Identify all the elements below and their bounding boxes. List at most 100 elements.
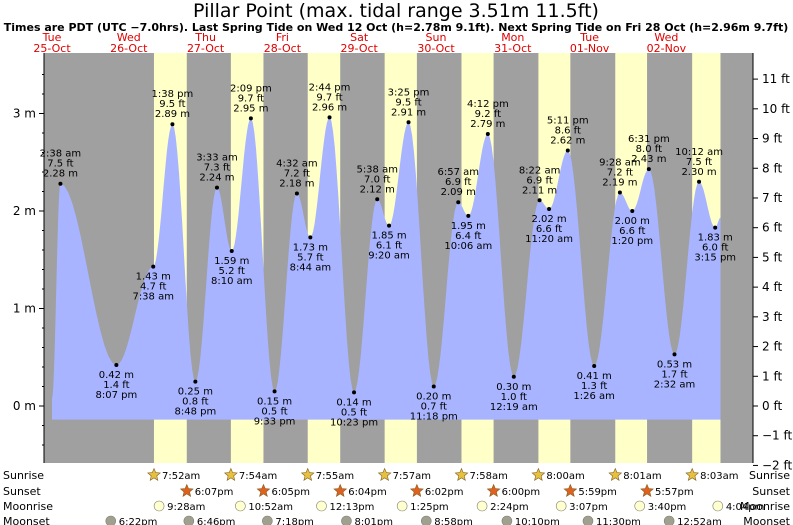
day-name-label: Sat: [350, 31, 369, 44]
high-tide-marker: 2:09 pm9.7 ft2.95 m: [230, 83, 272, 121]
extreme-time: 8:10 am: [211, 276, 253, 287]
moonset-icon: [501, 515, 513, 525]
moonrise-icon: [476, 500, 488, 512]
y-tick-label-ft: 1 ft: [762, 369, 782, 383]
extreme-height-ft: 9.7 ft: [238, 93, 264, 104]
extreme-point: [672, 352, 677, 357]
sunset-time: 6:00pm: [502, 487, 541, 498]
extreme-point: [646, 167, 651, 172]
row-label-right: Sunset: [752, 485, 790, 498]
extreme-time: 10:23 pm: [330, 417, 378, 428]
extreme-point: [511, 374, 516, 379]
chart-title: Pillar Point (max. tidal range 3.51m 11.…: [193, 0, 599, 22]
extreme-height-m: 2.18 m: [279, 178, 314, 189]
sunrise-icon: [608, 467, 623, 481]
extreme-time: 8:48 pm: [174, 407, 216, 418]
extreme-time: 2:09 pm: [230, 83, 272, 94]
extreme-point: [565, 148, 570, 153]
extreme-height-m: 2.79 m: [470, 119, 505, 130]
moonrise-icon: [316, 500, 327, 512]
moonrise-time: 3:07pm: [569, 502, 608, 513]
tide-extremes: 2:38 am7.5 ft2.28 m0.42 m1.4 ft8:07 pm1.…: [40, 82, 736, 428]
moonset-time: 8:58pm: [434, 517, 473, 525]
low-tide-marker: 1.59 m5.2 ft8:10 am: [211, 248, 253, 287]
day-date-label: 26-Oct: [110, 42, 148, 55]
extreme-time: 5:38 am: [356, 164, 398, 175]
sunrise-icon: [531, 467, 546, 481]
extreme-height-m: 0.20 m: [416, 392, 451, 403]
extreme-height-ft: 0.7 ft: [421, 402, 447, 413]
y-tick-label-ft: 8 ft: [762, 161, 782, 175]
extreme-time: 1:38 pm: [152, 89, 194, 100]
day-name-label: Wed: [654, 31, 678, 44]
extreme-point: [387, 223, 392, 228]
extreme-height-ft: 7.2 ft: [284, 168, 310, 179]
extreme-height-ft: 0.8 ft: [182, 397, 208, 408]
moonset-icon: [582, 515, 594, 525]
low-tide-marker: 0.25 m0.8 ft8:48 pm: [174, 379, 216, 418]
extreme-height-ft: 9.5 ft: [159, 99, 185, 110]
high-tide-marker: 6:57 am6.9 ft2.09 m: [437, 167, 479, 205]
extreme-height-ft: 0.5 ft: [341, 407, 367, 418]
y-tick-label-ft: 0 ft: [762, 399, 782, 413]
extreme-time: 6:57 am: [437, 167, 479, 178]
sunset-time: 6:02pm: [425, 487, 464, 498]
extreme-height-ft: 1.3 ft: [581, 381, 607, 392]
extreme-height-ft: 1.7 ft: [661, 369, 687, 380]
high-tide-marker: 6:31 pm8.0 ft2.43 m: [628, 134, 670, 172]
sunset-icon: [486, 483, 501, 497]
day-name-label: Fri: [276, 31, 289, 44]
moonrise-time: 1:25pm: [410, 502, 449, 513]
moonset-time: 6:46pm: [197, 517, 236, 525]
low-tide-marker: 1.83 m6.0 ft3:15 pm: [694, 225, 736, 264]
extreme-height-ft: 4.7 ft: [140, 282, 166, 293]
high-tide-marker: 8:22 am6.9 ft2.11 m: [519, 165, 561, 203]
extreme-point: [308, 235, 313, 240]
low-tide-marker: 2.00 m6.6 ft1:20 pm: [611, 209, 653, 247]
sunset-icon: [409, 483, 424, 497]
extreme-height-m: 2.02 m: [531, 214, 566, 225]
extreme-time: 8:22 am: [519, 165, 561, 176]
extreme-height-m: 2.62 m: [550, 136, 585, 147]
sunrise-icon: [300, 467, 315, 481]
extreme-time: 8:07 pm: [96, 390, 138, 401]
extreme-point: [456, 200, 461, 205]
extreme-point: [151, 264, 156, 269]
moonrise-icon: [235, 500, 246, 512]
extreme-point: [170, 122, 175, 127]
extreme-height-m: 2.91 m: [391, 107, 426, 118]
extreme-point: [466, 213, 471, 218]
row-label-left: Moonrise: [3, 500, 53, 513]
sunset-icon: [333, 483, 348, 497]
extreme-point: [713, 225, 718, 230]
row-label-left: Moonset: [3, 515, 50, 525]
extreme-time: 10:12 am: [675, 147, 723, 158]
row-label-right: Sunrise: [749, 469, 790, 482]
chart-subtitle: Times are PDT (UTC −7.0hrs). Last Spring…: [4, 21, 789, 34]
extreme-height-ft: 7.0 ft: [364, 174, 390, 185]
extreme-height-ft: 6.1 ft: [376, 241, 402, 252]
high-tide-marker: 1:38 pm9.5 ft2.89 m: [152, 89, 194, 127]
extreme-height-m: 2.43 m: [631, 154, 666, 165]
day-date-label: 27-Oct: [187, 42, 225, 55]
day-date-label: 28-Oct: [264, 42, 302, 55]
sunset-icon: [256, 483, 271, 497]
moonset-icon: [663, 515, 675, 525]
extreme-height-m: 1.95 m: [451, 221, 486, 232]
y-axis-metres: 3 m 2 m 1 m 0 m: [13, 53, 45, 463]
extreme-height-m: 0.14 m: [336, 397, 371, 408]
extreme-height-m: 0.30 m: [496, 382, 531, 393]
extreme-time: 10:06 am: [444, 241, 492, 252]
extreme-point: [58, 181, 63, 186]
high-tide-marker: 2:44 pm9.7 ft2.96 m: [309, 82, 350, 120]
y-tick-label-ft: 5 ft: [762, 250, 782, 264]
high-tide-marker: 4:32 am7.2 ft2.18 m: [276, 158, 318, 196]
extreme-time: 2:38 am: [40, 149, 82, 160]
high-tide-marker: 5:11 pm8.6 ft2.62 m: [547, 116, 589, 153]
extreme-time: 9:33 pm: [254, 416, 296, 427]
sunrise-icon: [223, 467, 238, 481]
extreme-time: 3:15 pm: [694, 253, 736, 264]
